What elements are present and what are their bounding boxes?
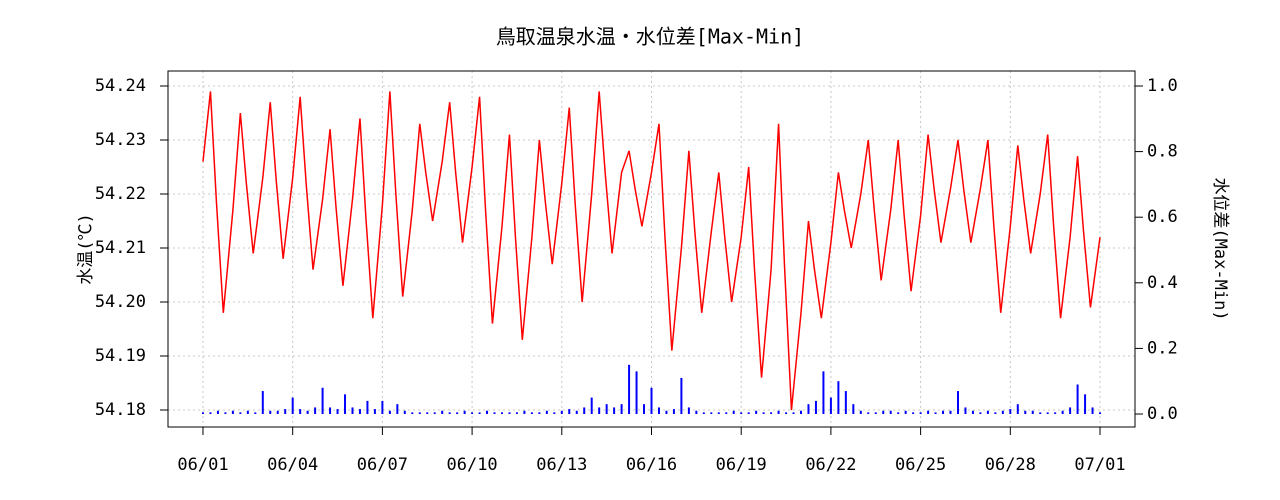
y-tick-label: 54.22 — [95, 184, 146, 204]
y2-tick-label: 0.4 — [1147, 273, 1178, 293]
y-tick-label: 54.18 — [95, 400, 146, 420]
x-tick-label: 07/01 — [1074, 455, 1125, 475]
x-tick-label: 06/28 — [985, 455, 1036, 475]
x-tick-label: 06/13 — [536, 455, 587, 475]
x-tick-label: 06/25 — [895, 455, 946, 475]
y-tick-label: 54.19 — [95, 346, 146, 366]
plot-frame — [167, 70, 1136, 428]
x-tick-label: 06/19 — [716, 455, 767, 475]
y-tick-label: 54.24 — [95, 76, 146, 96]
x-tick-label: 06/04 — [267, 455, 318, 475]
x-tick-label: 06/16 — [626, 455, 677, 475]
chart-title: 鳥取温泉水温・水位差[Max-Min] — [496, 25, 804, 49]
y2-axis-label: 水位差(Max-Min) — [1210, 177, 1230, 320]
y-tick-label: 54.20 — [95, 292, 146, 312]
y2-tick-label: 0.6 — [1147, 207, 1178, 227]
y2-tick-label: 0.0 — [1147, 404, 1178, 424]
x-tick-label: 06/01 — [177, 455, 228, 475]
x-tick-label: 06/10 — [446, 455, 497, 475]
y2-tick-label: 0.2 — [1147, 338, 1178, 358]
line-series — [202, 91, 1101, 411]
x-tick-label: 06/07 — [357, 455, 408, 475]
y-axis-label: 水温(℃) — [76, 213, 96, 284]
y2-tick-label: 1.0 — [1147, 76, 1178, 96]
x-tick-label: 06/22 — [805, 455, 856, 475]
y-tick-label: 54.21 — [95, 238, 146, 258]
y2-tick-label: 0.8 — [1147, 142, 1178, 162]
y-tick-label: 54.23 — [95, 130, 146, 150]
